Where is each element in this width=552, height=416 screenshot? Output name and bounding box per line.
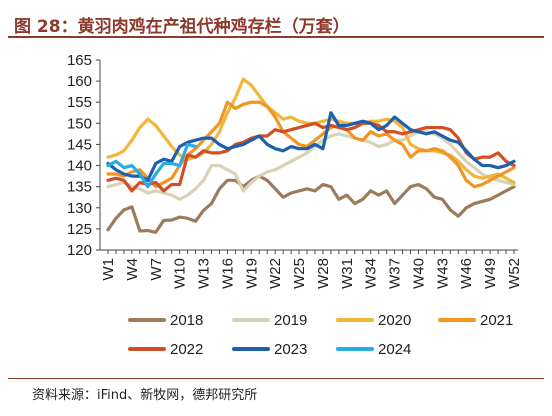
y-tick-label: 135 — [67, 179, 92, 196]
source-rule — [8, 378, 544, 379]
x-tick-label: W49 — [482, 258, 499, 289]
x-tick-label: W34 — [363, 258, 380, 289]
x-tick-label: W16 — [219, 258, 236, 289]
legend-label-2022: 2022 — [170, 341, 203, 358]
chart-area: 120 125 130 135 140 145 150 155 160 165 W1 W4 W7 W10 W… — [0, 40, 552, 380]
series-line-2023 — [106, 111, 516, 182]
y-tick-label: 165 — [67, 52, 92, 69]
source-note: 资料来源：iFind、新牧网，德邦研究所 — [32, 388, 258, 403]
series-line-2022 — [106, 121, 516, 193]
legend-label-2024: 2024 — [378, 341, 411, 358]
legend-label-2021: 2021 — [480, 312, 513, 329]
x-tick-label: W7 — [148, 258, 165, 281]
x-tick-label: W25 — [291, 258, 308, 289]
legend-label-2020: 2020 — [378, 312, 411, 329]
x-tick-label: W28 — [315, 258, 332, 289]
y-tick-label: 145 — [67, 136, 92, 153]
y-tick-label: 140 — [67, 158, 92, 175]
x-tick-label: W43 — [434, 258, 451, 289]
series-lines — [106, 77, 516, 234]
x-tick-label: W10 — [172, 258, 189, 289]
title-rule — [8, 36, 544, 38]
series-line-2019 — [106, 130, 516, 201]
x-tick-label: W40 — [410, 258, 427, 289]
title-bar: 图 28：黄羽肉鸡在产祖代种鸡存栏（万套） — [8, 8, 544, 38]
series-line-2021 — [106, 100, 516, 189]
y-tick-label: 155 — [67, 94, 92, 111]
y-tick-label: 160 — [67, 73, 92, 90]
x-tick-label: W46 — [458, 258, 475, 289]
x-tick-label: W22 — [267, 258, 284, 289]
line-chart: 120 125 130 135 140 145 150 155 160 165 W1 W4 W7 W10 W… — [67, 52, 523, 358]
x-tick-label: W31 — [339, 258, 356, 289]
x-tick-label: W52 — [506, 258, 523, 289]
x-tick-label: W37 — [387, 258, 404, 289]
x-tick-label: W13 — [196, 258, 213, 289]
series-line-2018 — [106, 174, 516, 234]
legend-label-2023: 2023 — [274, 341, 307, 358]
series-line-2024 — [106, 142, 198, 189]
x-tick-label: W1 — [100, 258, 117, 281]
chart-title: 图 28：黄羽肉鸡在产祖代种鸡存栏（万套） — [14, 17, 350, 37]
y-tick-label: 125 — [67, 221, 92, 238]
y-tick-label: 150 — [67, 115, 92, 132]
x-tick-label: W4 — [124, 258, 141, 281]
y-tick-label: 130 — [67, 200, 92, 217]
legend-label-2019: 2019 — [274, 312, 307, 329]
x-tick-label: W19 — [243, 258, 260, 289]
legend: 2018 2019 2020 2021 2022 2023 2024 — [128, 312, 513, 358]
axes: 120 125 130 135 140 145 150 155 160 165 W1 W4 W7 W10 W… — [67, 52, 523, 289]
legend-label-2018: 2018 — [170, 312, 203, 329]
y-tick-label: 120 — [67, 242, 92, 259]
